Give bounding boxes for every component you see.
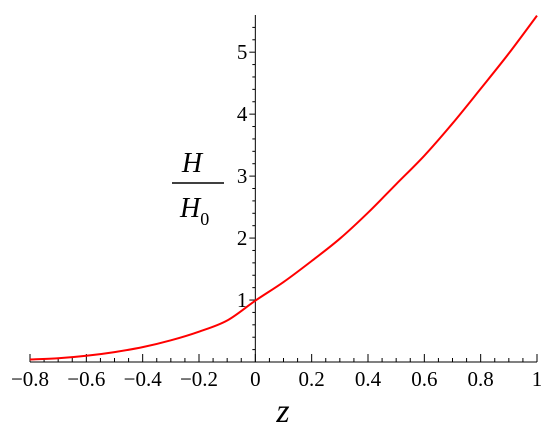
data-line <box>29 15 538 361</box>
y-axis-title-denominator-subscript: 0 <box>200 209 209 229</box>
y-axis-title: H H0 <box>172 148 224 229</box>
x-tick-label: 0.4 <box>355 367 382 391</box>
y-tick-label: 2 <box>237 226 248 250</box>
x-tick-label: 0 <box>250 367 261 391</box>
x-tick-label: −0.6 <box>67 367 105 391</box>
x-tick-label: 1 <box>532 367 542 391</box>
axes <box>30 15 537 363</box>
tick-labels: −0.8 −0.6 −0.4 −0.2 0 0.2 0.4 0.6 0.8 1 1 2 3 4 5 <box>11 40 542 391</box>
ticks <box>29 26 538 362</box>
x-tick-label: 0.8 <box>468 367 494 391</box>
y-axis-title-numerator: H <box>181 148 204 179</box>
x-tick-label: −0.2 <box>180 367 218 391</box>
y-axis-title-denominator: H0 <box>179 193 209 229</box>
x-tick-label: −0.8 <box>11 367 49 391</box>
x-tick-label: 0.2 <box>299 367 325 391</box>
x-tick-label: −0.4 <box>124 367 163 391</box>
x-axis-title: z <box>275 393 289 430</box>
y-tick-label: 1 <box>237 288 248 312</box>
y-tick-label: 3 <box>237 164 248 188</box>
x-tick-label: 0.6 <box>411 367 437 391</box>
y-axis-title-denominator-base: H <box>179 193 202 224</box>
y-tick-label: 5 <box>237 40 248 64</box>
y-tick-label: 4 <box>237 102 248 126</box>
